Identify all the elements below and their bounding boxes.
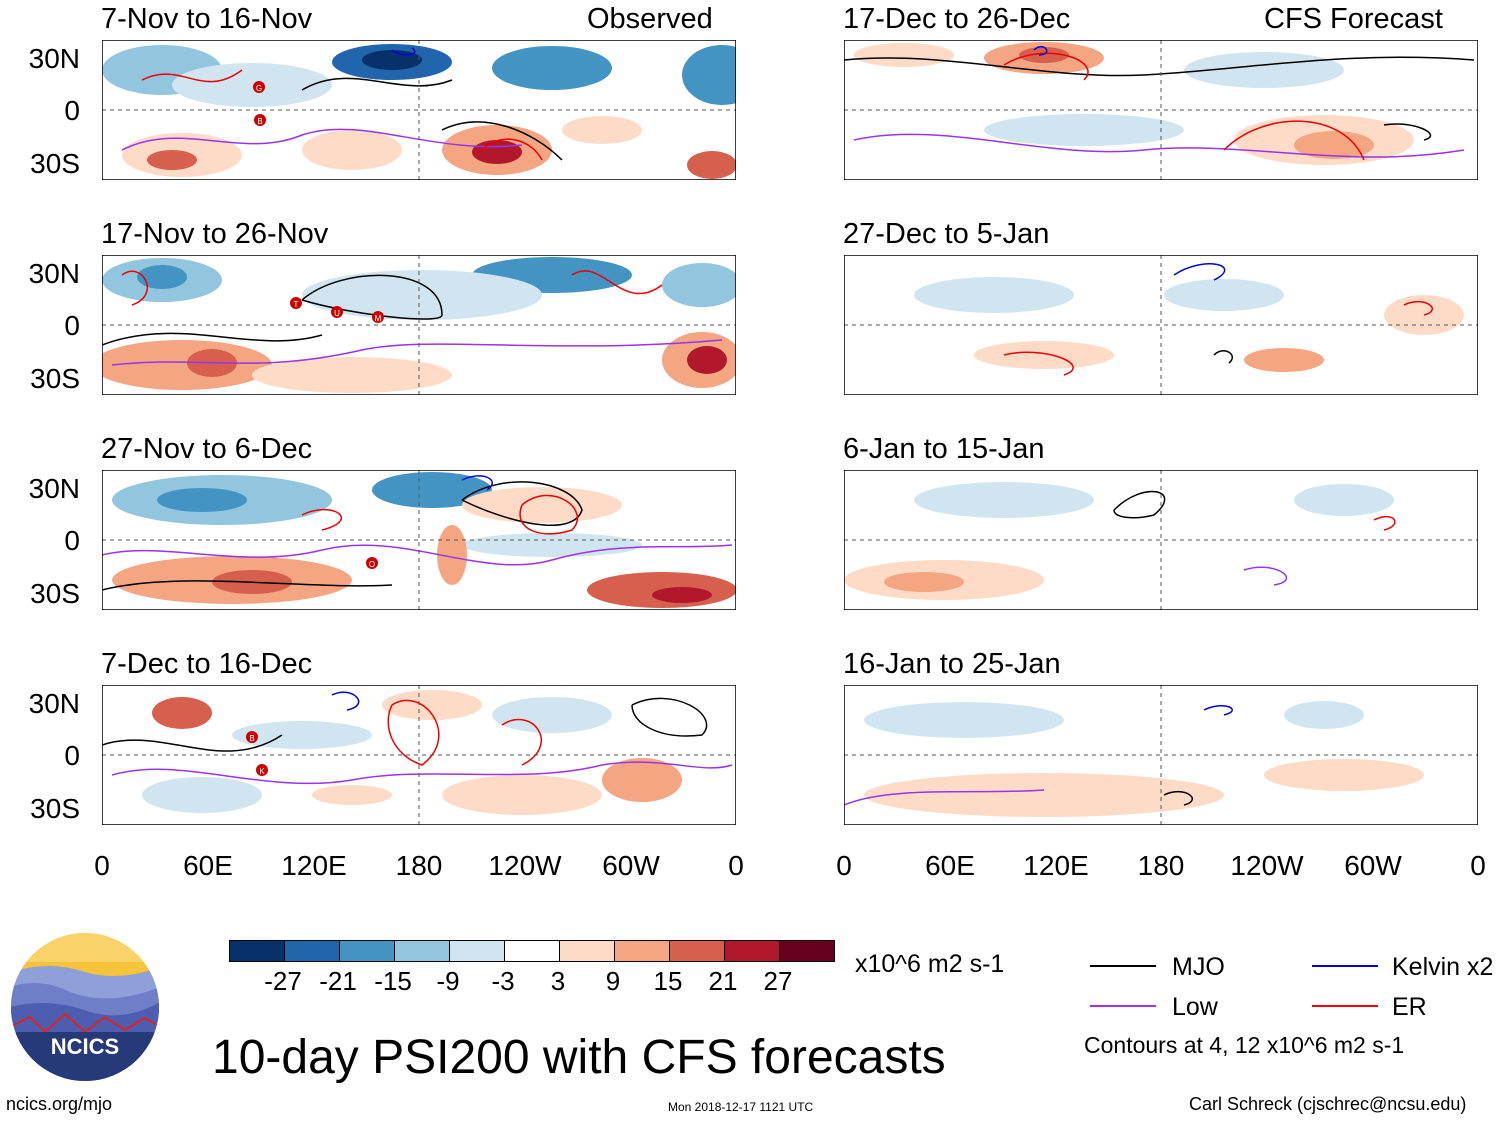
ncics-logo: NCICS [10,932,160,1082]
xlabel-60e: 60E [183,850,233,881]
colorbar-cell [395,941,450,961]
storm-marker-label: T [294,300,299,309]
xlabel-60w: 60W [1344,850,1402,881]
storm-marker-label: G [256,84,262,93]
storm-marker-label: K [259,767,265,776]
xlabel-180: 180 [1137,850,1185,881]
map-panel-obs-3: O [102,470,736,610]
ylabel-eq: 0 [64,740,80,771]
forecast-label: CFS Forecast [1264,3,1443,35]
colorbar-tick: -15 [374,966,412,996]
panel-title-fcst-4: 16-Jan to 25-Jan [843,648,1061,680]
storm-marker-label: B [249,734,254,743]
legend-label-er: ER [1392,993,1427,1021]
xlabel-60e: 60E [925,850,975,881]
xlabel-0-end: 0 [1470,850,1486,881]
storm-marker-label: U [334,309,340,318]
panel-title-obs-4: 7-Dec to 16-Dec [101,648,313,680]
colorbar-cell [615,941,670,961]
panel-title-fcst-3: 6-Jan to 15-Jan [843,433,1045,465]
colorbar-cell [780,941,834,961]
colorbar-cell [230,941,285,961]
xlabel-120w: 120W [488,850,562,881]
map-panel-obs-1: G B [102,40,736,180]
colorbar-tick: 9 [605,966,621,996]
colorbar-tick: 3 [550,966,566,996]
panel-title-obs-1: 7-Nov to 16-Nov [101,3,313,35]
colorbar-cell [450,941,505,961]
panel-title-obs-2: 17-Nov to 26-Nov [101,218,329,250]
colorbar-cell [505,941,560,961]
legend-line-mjo [1090,965,1156,967]
panel-title-fcst-2: 27-Dec to 5-Jan [843,218,1050,250]
ylabel-30s: 30S [30,578,80,609]
ylabel-30n: 30N [28,688,80,719]
colorbar-tick: 21 [708,966,738,996]
logo-text: NCICS [51,1034,119,1059]
colorbar-units: x10^6 m2 s-1 [855,950,1005,978]
map-panel-obs-4: B K [102,685,736,825]
colorbar-cell [285,941,340,961]
colorbar-cell [340,941,395,961]
ylabel-30s: 30S [30,363,80,394]
ylabel-30n: 30N [28,43,80,74]
colorbar-cell [560,941,615,961]
xlabel-180: 180 [395,850,443,881]
ylabel-eq: 0 [64,525,80,556]
panel-title-obs-3: 27-Nov to 6-Dec [101,433,313,465]
storm-marker-label: O [369,560,375,569]
footer-timestamp: Mon 2018-12-17 1121 UTC [668,1100,814,1114]
panel-title-fcst-1: 17-Dec to 26-Dec [843,3,1071,35]
map-panel-fcst-2 [844,255,1478,395]
legend-label-kelvin: Kelvin x2 [1392,953,1494,981]
colorbar-cell [725,941,780,961]
ylabel-30n: 30N [28,258,80,289]
colorbar-cell [670,941,725,961]
ylabel-30s: 30S [30,793,80,824]
ylabel-30n: 30N [28,473,80,504]
map-panel-fcst-3 [844,470,1478,610]
ylabel-eq: 0 [64,95,80,126]
footer-url[interactable]: ncics.org/mjo [6,1094,113,1114]
xlabel-0: 0 [94,850,110,881]
map-panel-fcst-1 [844,40,1478,180]
xlabel-0: 0 [836,850,852,881]
legend-label-mjo: MJO [1172,953,1225,981]
colorbar [229,940,835,962]
colorbar-tick: -21 [319,966,357,996]
storm-marker-label: M [375,314,382,323]
storm-marker-label: B [257,117,262,126]
legend-line-er [1312,1005,1378,1007]
xlabel-0-end: 0 [728,850,744,881]
map-panel-fcst-4 [844,685,1478,825]
xlabel-120e: 120E [1023,850,1089,881]
xlabel-60w: 60W [602,850,660,881]
map-panel-obs-2: T U M [102,255,736,395]
xlabel-120w: 120W [1230,850,1304,881]
colorbar-tick: -27 [264,966,302,996]
colorbar-tick: -3 [491,966,515,996]
xlabel-120e: 120E [281,850,347,881]
legend-line-kelvin [1312,965,1378,967]
ylabel-eq: 0 [64,310,80,341]
main-title: 10-day PSI200 with CFS forecasts [212,1031,946,1084]
observed-label: Observed [587,3,713,35]
legend-line-low [1090,1005,1156,1007]
colorbar-tick: 27 [763,966,793,996]
colorbar-tick: 15 [653,966,683,996]
contours-note: Contours at 4, 12 x10^6 m2 s-1 [1084,1032,1405,1058]
legend-label-low: Low [1172,993,1218,1021]
footer-credit: Carl Schreck (cjschrec@ncsu.edu) [1189,1094,1467,1114]
ylabel-30s: 30S [30,148,80,179]
colorbar-tick: -9 [436,966,460,996]
